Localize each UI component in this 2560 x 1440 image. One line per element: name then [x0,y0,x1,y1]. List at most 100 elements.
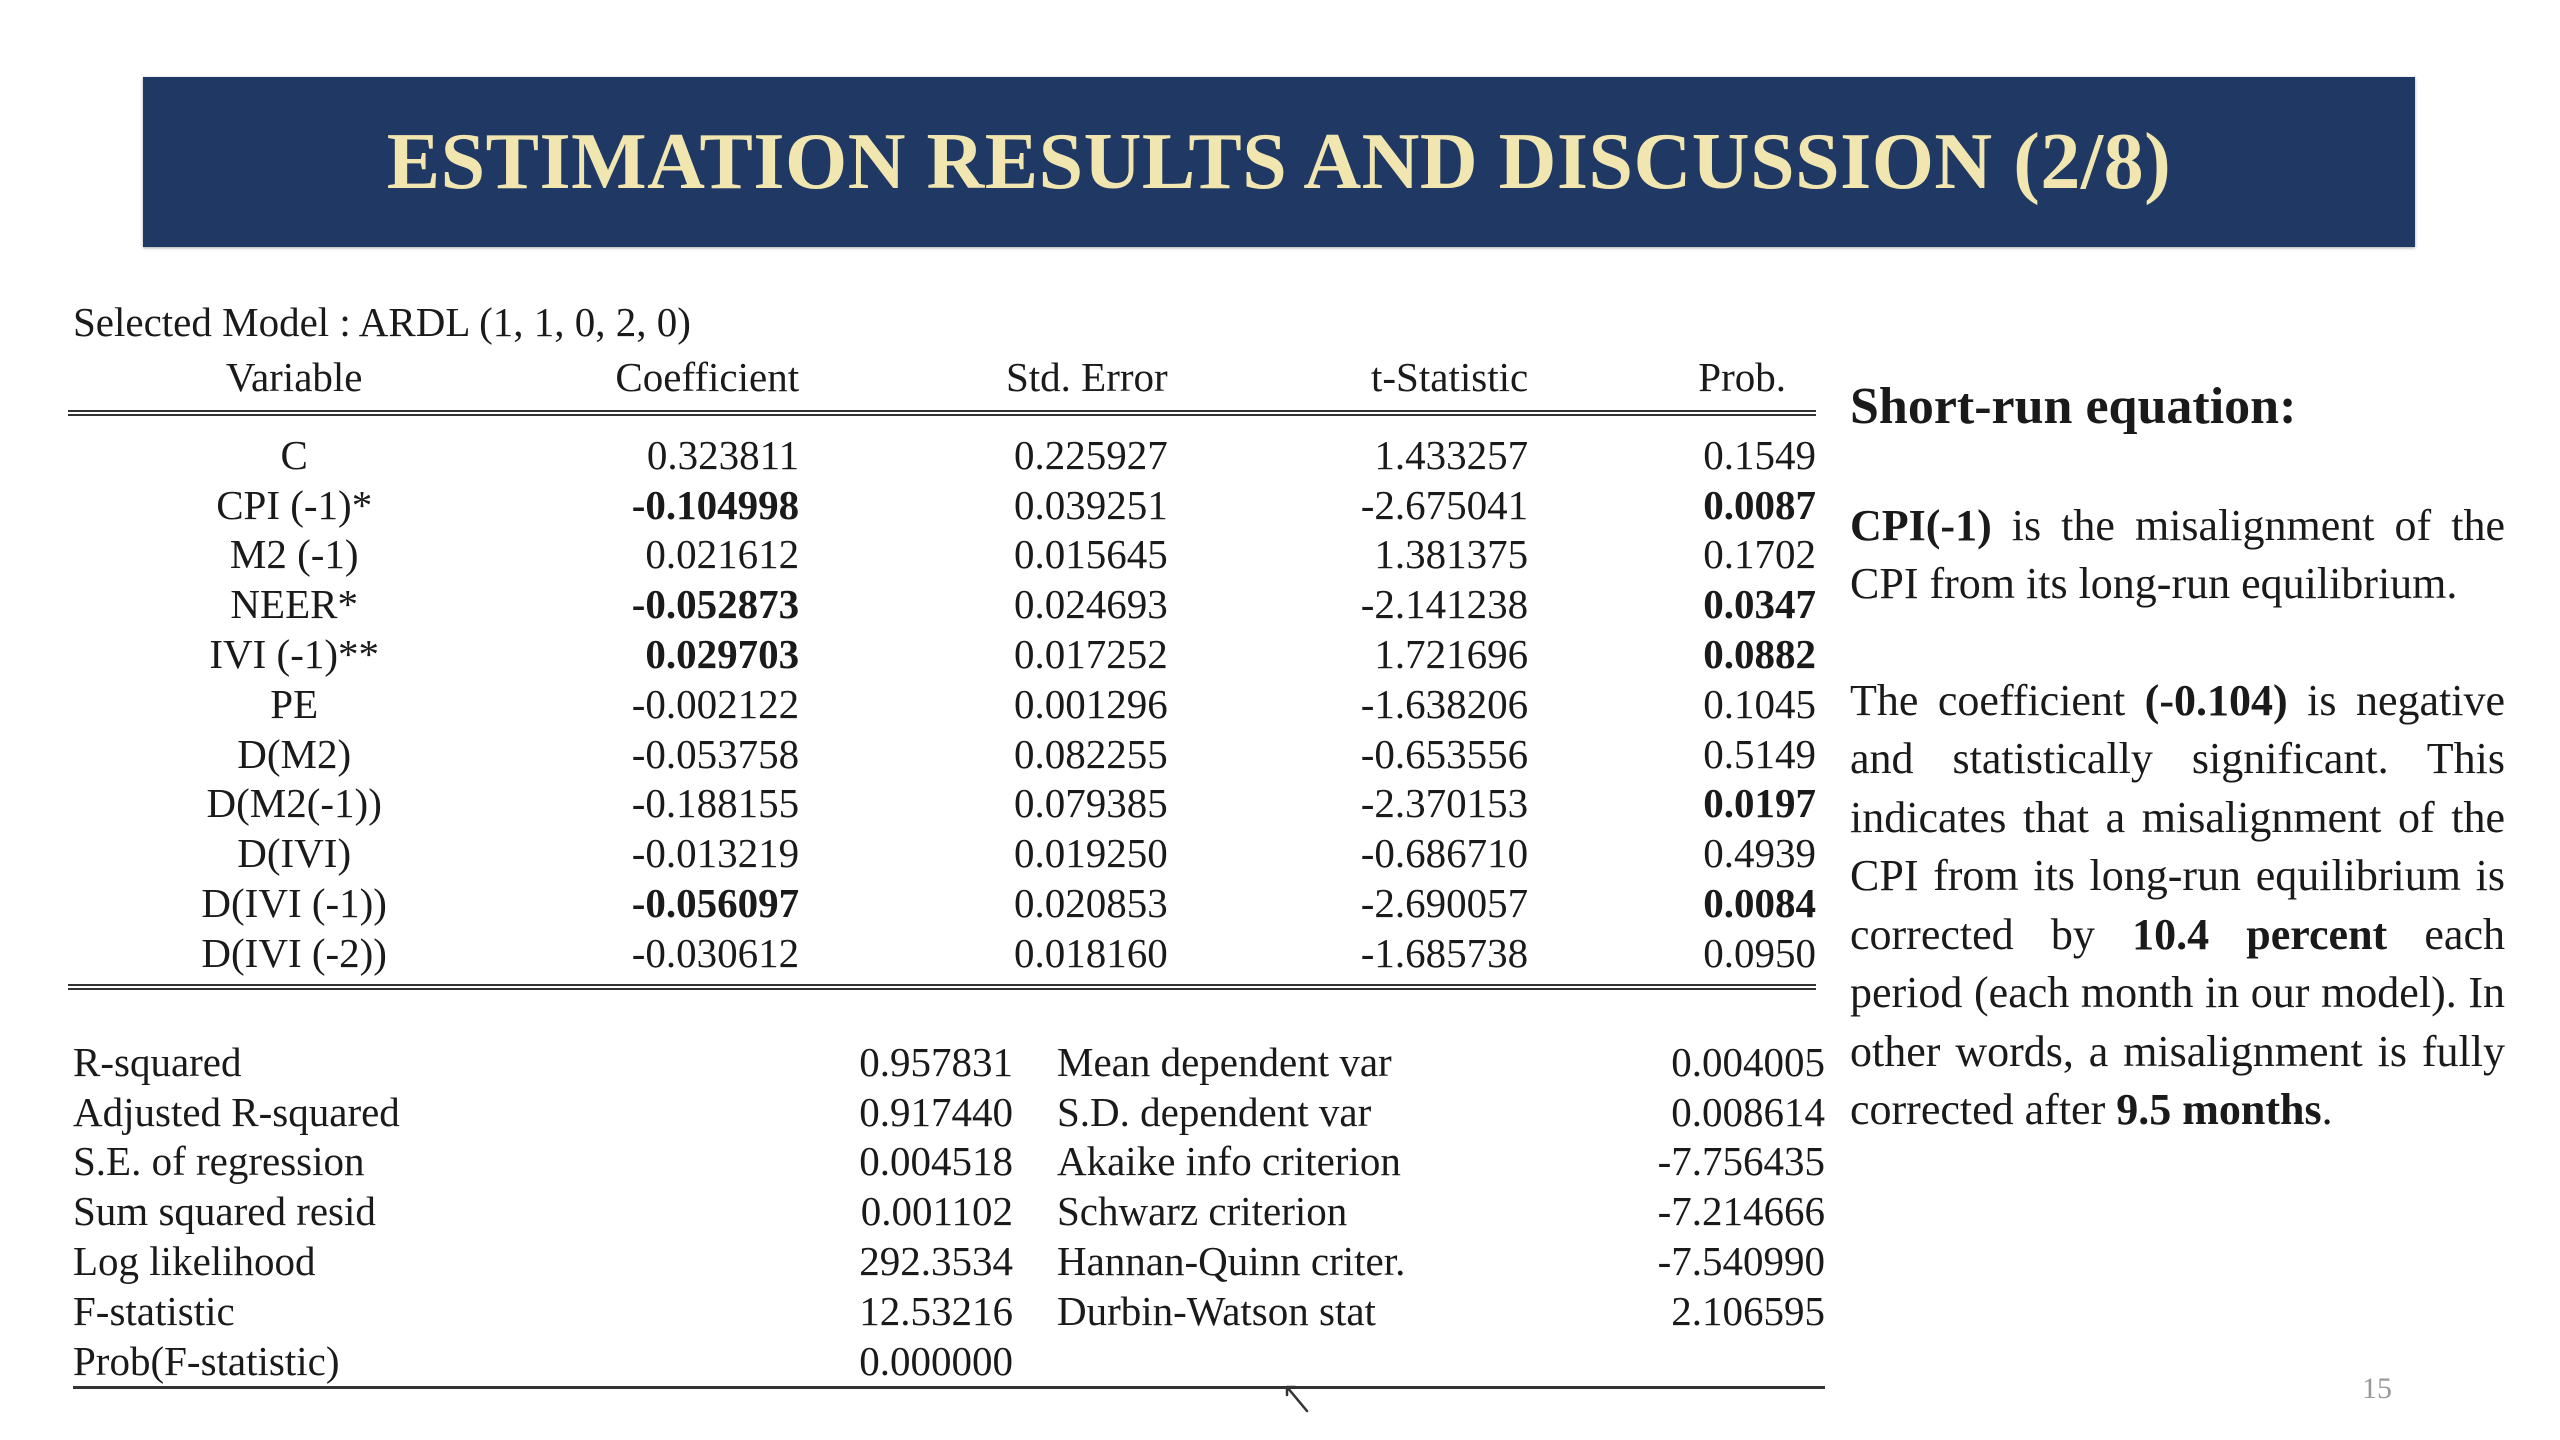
stat-value-right: 0.004005 [1671,1038,1825,1085]
stat-value-right: -7.756435 [1657,1138,1825,1185]
cell-std-error: 0.039251 [1013,481,1168,528]
stat-value: 12.53216 [859,1287,1013,1334]
coefficient-row: D(IVI (-2)) -0.030612 0.018160 -1.685738 0.0… [68,927,1816,990]
coefficient-row: IVI (-1)** 0.029703 0.017252 1.721696 0.0882 [68,629,1816,679]
title-banner: ESTIMATION RESULTS AND DISCUSSION (2/8) [143,77,2415,247]
header-prob: Prob. [1528,350,1816,416]
stat-label-right [1027,1335,1581,1389]
cell-prob: 0.1045 [1703,680,1816,727]
stat-value-right [1580,1335,1825,1389]
bold-coefficient: (-0.104) [2144,675,2288,725]
statistics-row: Log likelihood 292.3534 Hannan-Quinn crite… [73,1236,1825,1286]
stat-value: 0.000000 [633,1335,1027,1389]
stat-value: 0.001102 [860,1188,1013,1235]
stat-label-right: Mean dependent var [1057,1038,1392,1085]
cell-coefficient: -0.002122 [631,680,800,727]
side-heading: Short-run equation: [1850,378,2297,435]
cell-std-error: 0.017252 [1013,631,1168,678]
cell-t-statistic: -2.690057 [1360,880,1529,927]
cell-variable: D(M2) [237,730,352,777]
cell-prob: 0.0882 [1703,631,1816,678]
cell-variable: D(IVI (-2)) [68,927,521,990]
cell-std-error: 0.020853 [1013,880,1168,927]
bold-term: CPI(-1) [1850,500,1992,550]
cell-t-statistic: -1.638206 [1360,680,1529,727]
coefficient-table: Variable Coefficient Std. Error t-Statis… [68,350,1816,990]
cell-coefficient: -0.056097 [631,880,800,927]
stat-label: Sum squared resid [73,1188,376,1235]
statistics-row: Adjusted R-squared 0.917440 S.D. dependent… [73,1087,1825,1137]
cell-variable: C [280,431,308,478]
cell-prob: 0.5149 [1703,730,1816,777]
cell-t-statistic: -2.370153 [1360,780,1529,827]
coefficient-row: M2 (-1) 0.021612 0.015645 1.381375 0.1702 [68,530,1816,580]
header-variable: Variable [68,350,521,416]
cell-prob: 0.0197 [1703,780,1816,827]
cell-std-error: 0.024693 [1013,581,1168,628]
cell-t-statistic: -2.141238 [1360,581,1529,628]
cell-std-error: 0.082255 [1013,730,1168,777]
cell-prob: 0.4939 [1703,830,1816,877]
stat-value: 292.3534 [859,1238,1013,1285]
cell-t-statistic: -0.686710 [1360,830,1529,877]
cell-prob: 0.0347 [1703,581,1816,628]
cell-t-statistic: 1.721696 [1374,631,1529,678]
cell-t-statistic: -2.675041 [1360,481,1529,528]
cell-std-error: 0.019250 [1013,830,1168,877]
stat-label: Prob(F-statistic) [73,1335,633,1389]
coefficient-header-row: Variable Coefficient Std. Error t-Statis… [68,350,1816,416]
cell-std-error: 0.015645 [1013,531,1168,578]
bold-months: 9.5 months [2116,1085,2322,1134]
stat-label: R-squared [73,1038,242,1085]
cell-variable: D(IVI (-1)) [201,880,387,927]
stat-value: 0.004518 [859,1138,1013,1185]
cell-std-error: 0.225927 [1013,431,1168,478]
cell-std-error: 0.018160 [799,927,1170,990]
stat-label-right: S.D. dependent var [1057,1088,1372,1135]
statistics-row: R-squared 0.957831 Mean dependent var 0.004… [73,1037,1825,1087]
stat-value-right: -7.540990 [1657,1238,1825,1285]
cell-prob: 0.1702 [1703,531,1816,578]
stat-value-right: 0.008614 [1671,1088,1825,1135]
cell-t-statistic: -1.685738 [1169,927,1529,990]
stat-label: S.E. of regression [73,1138,365,1185]
stat-label: Adjusted R-squared [73,1088,400,1135]
cell-coefficient: -0.188155 [631,780,800,827]
side-paragraph-2: The coefficient (-0.104) is negative and… [1850,675,2505,1135]
coefficient-row: D(IVI (-1)) -0.056097 0.020853 -2.690057 0.0… [68,878,1816,928]
statistics-table: R-squared 0.957831 Mean dependent var 0.004… [73,1037,1825,1389]
stat-value: 0.957831 [859,1038,1013,1085]
cell-t-statistic: -0.653556 [1360,730,1529,777]
cell-coefficient: -0.104998 [631,481,800,528]
cell-prob: 0.0084 [1703,880,1816,927]
cell-prob: 0.0950 [1528,927,1816,990]
cell-coefficient: 0.323811 [646,431,800,478]
stat-value-right: 2.106595 [1671,1287,1825,1334]
header-std-error: Std. Error [799,350,1170,416]
cell-variable: M2 (-1) [229,531,359,578]
stat-label-right: Schwarz criterion [1057,1188,1348,1235]
mouse-cursor-icon [1285,1385,1309,1413]
page-number: 15 [2362,1372,2392,1405]
side-commentary: Short-run equation: CPI(-1) is the misal… [1850,378,2505,1198]
stat-value: 0.917440 [859,1088,1013,1135]
cell-variable: IVI (-1)** [209,631,380,678]
statistics-row: Prob(F-statistic) 0.000000 [73,1335,1825,1389]
coefficient-row: CPI (-1)* -0.104998 0.039251 -2.675041 0.008… [68,480,1816,530]
cell-coefficient: -0.053758 [631,730,800,777]
coefficient-row: D(M2(-1)) -0.188155 0.079385 -2.370153 0.019… [68,779,1816,829]
coefficient-row: PE -0.002122 0.001296 -1.638206 0.1045 [68,679,1816,729]
statistics-row: S.E. of regression 0.004518 Akaike info cr… [73,1137,1825,1187]
side-paragraph-1: CPI(-1) is the misalignment of the CPI f… [1850,500,2505,609]
stat-label: F-statistic [73,1287,235,1334]
stat-label-right: Hannan-Quinn criter. [1057,1238,1406,1285]
header-t-statistic: t-Statistic [1169,350,1529,416]
coefficient-row: D(IVI) -0.013219 0.019250 -0.686710 0.4939 [68,828,1816,878]
cell-coefficient: -0.030612 [520,927,800,990]
cell-variable: D(IVI) [237,830,352,877]
cell-variable: NEER* [230,581,358,628]
cell-variable: CPI (-1)* [216,481,373,528]
statistics-row: F-statistic 12.53216 Durbin-Watson stat 2.1… [73,1286,1825,1336]
model-line: Selected Model : ARDL (1, 1, 0, 2, 0) [73,299,691,345]
cell-variable: PE [270,680,319,727]
